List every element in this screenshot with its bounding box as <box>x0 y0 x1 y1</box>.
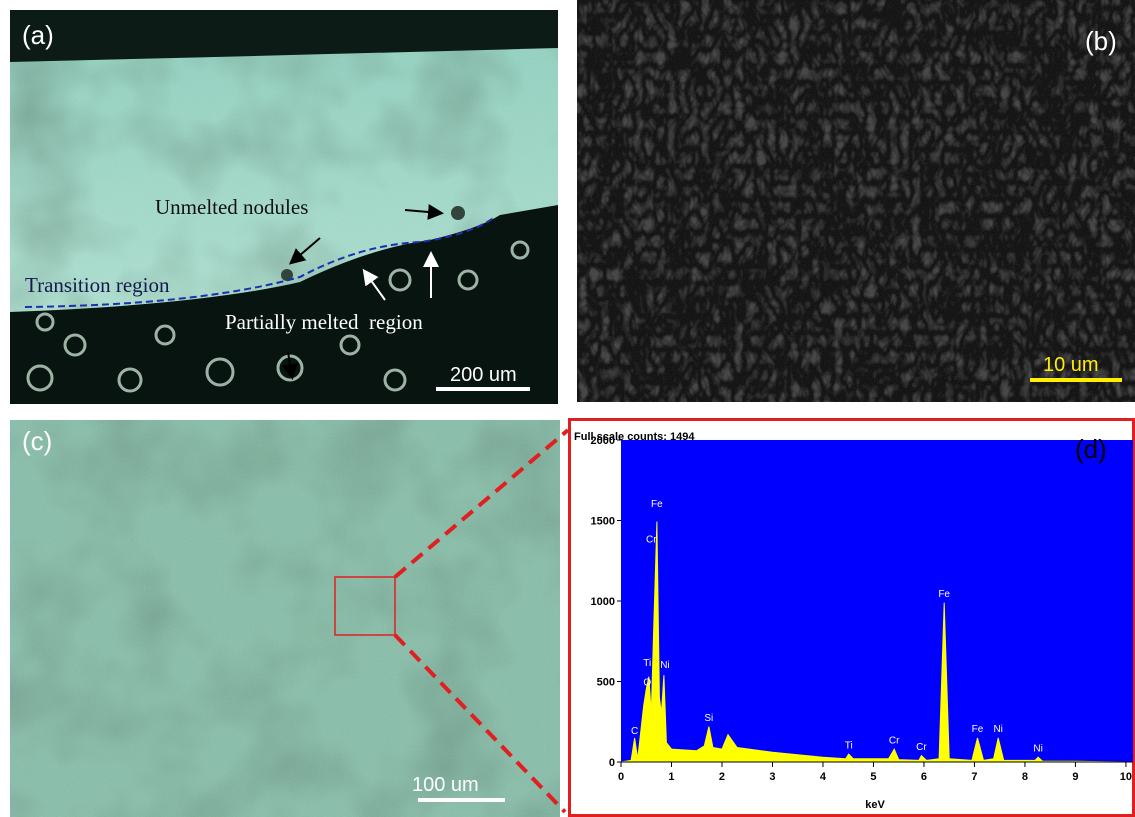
peak-label: Ni <box>1033 744 1042 755</box>
panel-a: Unmelted nodules Transition region Parti… <box>10 10 558 404</box>
x-tick-label: 10 <box>1120 771 1132 783</box>
y-tick-label: 500 <box>597 677 615 689</box>
x-tick-label: 1 <box>668 771 674 783</box>
y-tick-label: 0 <box>609 757 615 769</box>
peak-label: O <box>643 678 651 689</box>
peak-label: Fe <box>972 724 984 735</box>
y-tick-label: 2000 <box>591 435 615 447</box>
x-tick-label: 8 <box>1022 771 1028 783</box>
peak-label: Ti <box>845 740 853 751</box>
peak-label: C <box>631 726 638 737</box>
y-tick-label: 1500 <box>591 516 615 528</box>
panel-label: (a) <box>22 20 54 50</box>
texture <box>10 420 560 817</box>
panel-label: (d) <box>1075 434 1107 464</box>
nodule <box>451 206 465 220</box>
annotation: Unmelted nodules <box>155 195 308 219</box>
x-tick-label: 5 <box>870 771 876 783</box>
x-tick-label: 0 <box>618 771 624 783</box>
scale-bar-label: 100 um <box>412 774 479 796</box>
x-axis-label: keV <box>865 799 885 811</box>
texture <box>577 0 1135 402</box>
peak-label: Cr <box>889 736 900 747</box>
panel-d: Full scale counts: 1494 keV 050010001500… <box>570 420 1134 816</box>
figure: Unmelted nodules Transition region Parti… <box>0 0 1135 817</box>
panel-c: (c) 100 um <box>10 420 568 817</box>
annotation: Transition region <box>25 273 170 297</box>
peak-label: Cr <box>916 742 927 753</box>
scale-bar-label: 200 um <box>450 364 517 386</box>
x-tick-label: 2 <box>719 771 725 783</box>
panel-label: (b) <box>1085 26 1117 56</box>
peak-label: Si <box>704 713 713 724</box>
x-tick-label: 7 <box>971 771 977 783</box>
x-tick-label: 9 <box>1072 771 1078 783</box>
panel-b: (b) 10 um <box>577 0 1135 402</box>
peak-label: Ni <box>660 660 669 671</box>
x-tick-label: 4 <box>820 771 827 783</box>
peak-label: Ni <box>993 724 1002 735</box>
scale-bar-label: 10 um <box>1043 354 1099 376</box>
panel-label: (c) <box>22 426 52 456</box>
x-tick-label: 6 <box>921 771 927 783</box>
peak-label: Fe <box>938 589 950 600</box>
peak-label: Ti <box>643 658 651 669</box>
y-tick-label: 1000 <box>591 596 615 608</box>
x-tick-label: 3 <box>769 771 775 783</box>
annotation: Partially melted region <box>225 310 423 334</box>
plot-area <box>621 440 1133 762</box>
peak-label: Fe <box>651 499 663 510</box>
peak-label: Cr <box>646 534 657 545</box>
